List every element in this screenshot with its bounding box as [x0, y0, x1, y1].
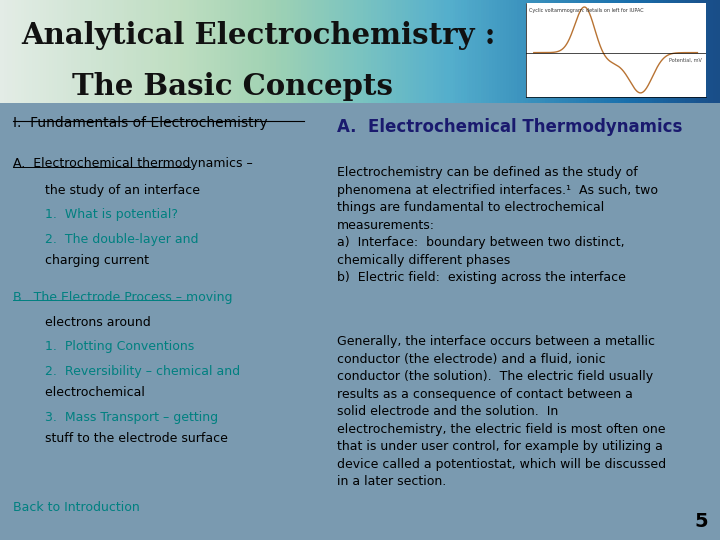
Text: 2.  Reversibility – chemical and: 2. Reversibility – chemical and	[13, 365, 240, 378]
Text: The Basic Concepts: The Basic Concepts	[72, 72, 393, 101]
Text: electrons around: electrons around	[13, 315, 150, 329]
Text: 2.  The double-layer and: 2. The double-layer and	[13, 233, 198, 246]
Text: 1.  Plotting Conventions: 1. Plotting Conventions	[13, 340, 194, 353]
Text: I.  Fundamentals of Electrochemistry: I. Fundamentals of Electrochemistry	[13, 116, 267, 130]
Text: Back to Introduction: Back to Introduction	[13, 501, 140, 514]
Text: B.  The Electrode Process – moving: B. The Electrode Process – moving	[13, 291, 232, 303]
Text: 1.  What is potential?: 1. What is potential?	[13, 208, 178, 221]
Text: Generally, the interface occurs between a metallic
conductor (the electrode) and: Generally, the interface occurs between …	[337, 335, 666, 488]
Text: Cyclic voltammogram: details on left for IUPAC: Cyclic voltammogram: details on left for…	[529, 8, 644, 13]
Text: charging current: charging current	[13, 253, 148, 267]
Text: 5: 5	[694, 512, 708, 531]
Text: the study of an interface: the study of an interface	[13, 184, 199, 197]
Text: stuff to the electrode surface: stuff to the electrode surface	[13, 431, 228, 444]
Text: A.  Electrochemical Thermodynamics: A. Electrochemical Thermodynamics	[337, 118, 683, 136]
Text: Potential, mV: Potential, mV	[669, 58, 702, 63]
Text: A.  Electrochemical thermodynamics –: A. Electrochemical thermodynamics –	[13, 157, 253, 170]
Text: 3.  Mass Transport – getting: 3. Mass Transport – getting	[13, 411, 217, 424]
Text: electrochemical: electrochemical	[13, 386, 145, 399]
Text: Electrochemistry can be defined as the study of
phenomena at electrified interfa: Electrochemistry can be defined as the s…	[337, 166, 658, 284]
Text: Analytical Electrochemistry :: Analytical Electrochemistry :	[22, 21, 496, 50]
